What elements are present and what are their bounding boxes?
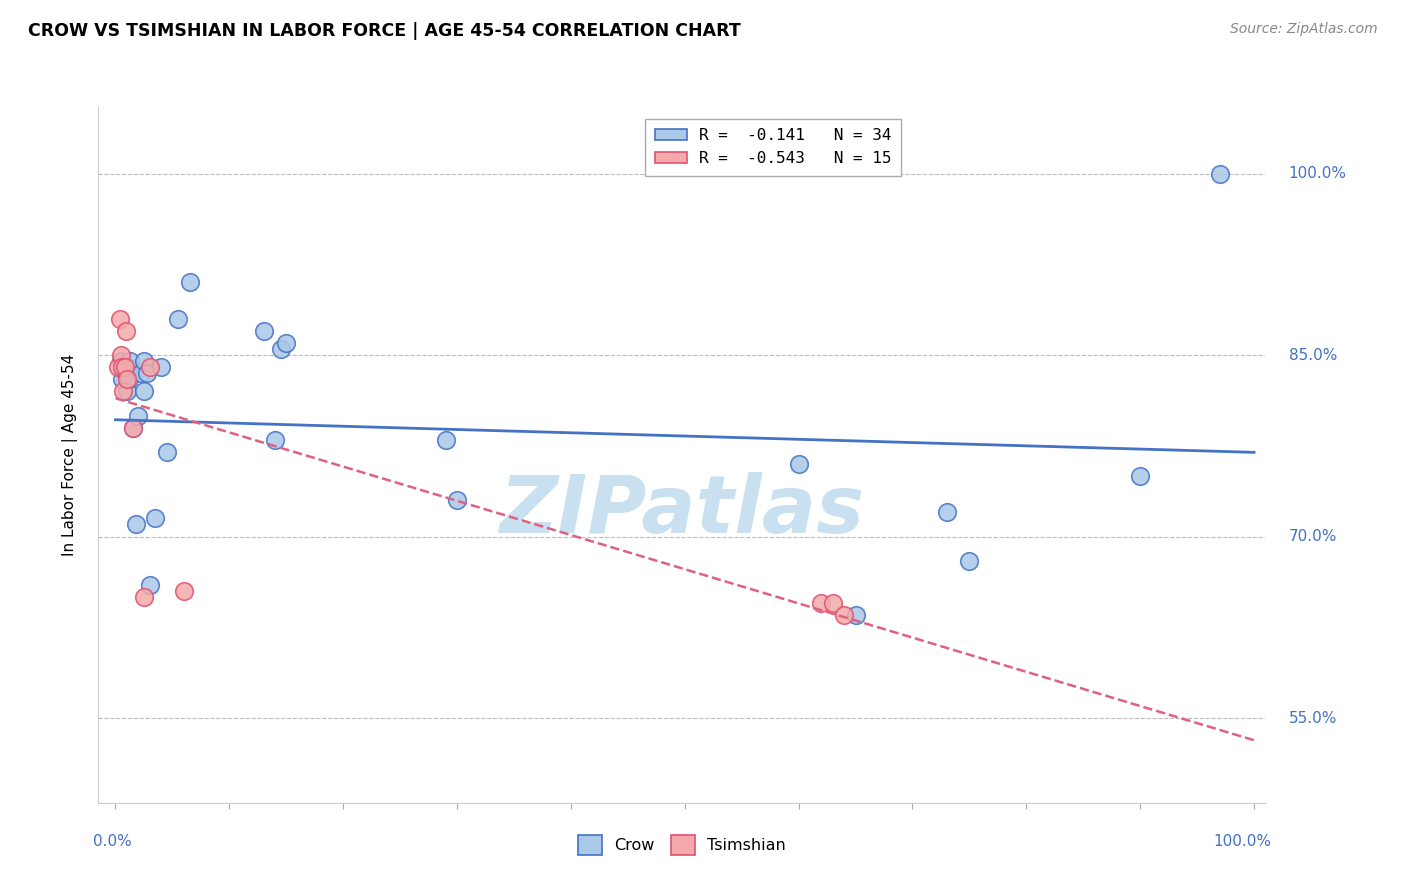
Point: [114, 360, 136, 375]
Point: [121, 420, 143, 434]
Point: [132, 590, 155, 604]
Point: [132, 384, 155, 399]
Text: Source: ZipAtlas.com: Source: ZipAtlas.com: [1230, 22, 1378, 37]
Legend: Crow, Tsimshian: Crow, Tsimshian: [571, 829, 793, 861]
Point: [121, 420, 143, 434]
Point: [179, 276, 201, 290]
Point: [107, 360, 129, 375]
Point: [129, 366, 152, 380]
Point: [957, 554, 980, 568]
Y-axis label: In Labor Force | Age 45-54: In Labor Force | Age 45-54: [62, 354, 77, 556]
Point: [434, 433, 457, 447]
Point: [143, 511, 166, 525]
Point: [1129, 469, 1152, 483]
Point: [108, 311, 131, 326]
Point: [114, 324, 136, 338]
Point: [125, 517, 148, 532]
Text: 85.0%: 85.0%: [1289, 348, 1337, 362]
Text: 55.0%: 55.0%: [1289, 711, 1337, 725]
Point: [115, 372, 138, 386]
Point: [127, 409, 149, 423]
Text: 100.0%: 100.0%: [1213, 834, 1271, 849]
Point: [787, 457, 810, 471]
Point: [110, 348, 132, 362]
Text: 70.0%: 70.0%: [1289, 529, 1337, 544]
Text: 100.0%: 100.0%: [1289, 166, 1347, 181]
Point: [112, 384, 135, 399]
Point: [150, 360, 173, 375]
Point: [120, 354, 142, 368]
Point: [118, 372, 141, 386]
Point: [832, 608, 855, 623]
Point: [1209, 167, 1232, 181]
Point: [132, 354, 155, 368]
Point: [173, 584, 195, 599]
Point: [270, 342, 292, 356]
Point: [138, 360, 160, 375]
Point: [138, 578, 160, 592]
Point: [935, 505, 957, 519]
Point: [276, 336, 298, 351]
Text: ZIPatlas: ZIPatlas: [499, 472, 865, 549]
Point: [110, 354, 132, 368]
Point: [821, 596, 844, 610]
Point: [844, 608, 866, 623]
Point: [167, 311, 190, 326]
Point: [117, 360, 139, 375]
Point: [114, 366, 136, 380]
Text: CROW VS TSIMSHIAN IN LABOR FORCE | AGE 45-54 CORRELATION CHART: CROW VS TSIMSHIAN IN LABOR FORCE | AGE 4…: [28, 22, 741, 40]
Point: [264, 433, 287, 447]
Point: [114, 360, 136, 375]
Point: [156, 445, 179, 459]
Point: [111, 372, 134, 386]
Point: [810, 596, 832, 610]
Point: [446, 493, 468, 508]
Point: [115, 384, 138, 399]
Point: [252, 324, 274, 338]
Point: [111, 360, 134, 375]
Point: [136, 366, 159, 380]
Text: 0.0%: 0.0%: [93, 834, 131, 849]
